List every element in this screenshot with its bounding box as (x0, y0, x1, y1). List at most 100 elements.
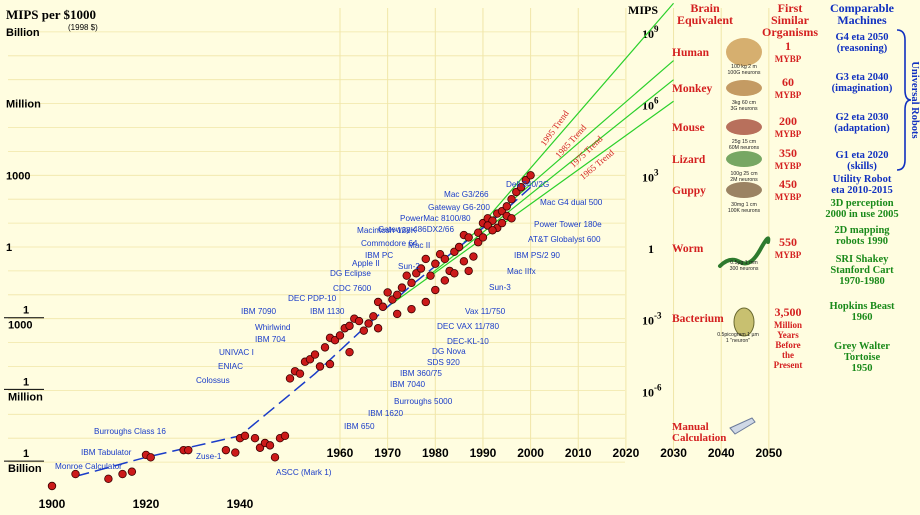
data-point (146, 453, 155, 462)
organism-illustration (726, 80, 762, 96)
data-point (497, 218, 507, 228)
trend-line (425, 79, 674, 279)
y-tick-numerator: 1 (23, 376, 29, 388)
manual-label: Manual (672, 421, 709, 433)
robot-milestone: 1950 (852, 363, 873, 374)
data-point (378, 302, 388, 311)
organism-note: 100g 25 cm (730, 171, 757, 177)
x-tick-label: 1900 (39, 497, 66, 510)
y-tick-numerator: 1 (23, 305, 29, 317)
machine-label: Zuse-1 (196, 452, 222, 461)
data-point (295, 369, 305, 378)
data-point (369, 312, 378, 321)
robot-milestone: 1970-1980 (839, 276, 885, 287)
machine-label: Sun-3 (489, 283, 511, 292)
machine-label: Burroughs Class 16 (94, 427, 166, 436)
robot-generation: G3 eta 2040 (835, 72, 888, 83)
x-tick-label: 2050 (755, 446, 782, 460)
manual-label: Calculation (672, 432, 726, 444)
data-point (104, 474, 113, 484)
organism-illustration (726, 38, 762, 66)
machine-label: Mac IIfx (507, 267, 536, 276)
data-point (315, 362, 325, 371)
data-point (240, 431, 250, 441)
data-point (416, 264, 426, 273)
robot-milestone: Tortoise (844, 352, 881, 363)
data-point (464, 266, 473, 276)
organism-note: 60M neurons (729, 145, 760, 151)
organism-name: Worm (672, 243, 704, 255)
data-point (280, 431, 290, 441)
organism-name: Lizard (672, 154, 706, 166)
data-point (431, 259, 440, 268)
machine-label: Mac G4 dual 500 (540, 198, 603, 207)
data-point (373, 324, 383, 333)
data-point (478, 233, 488, 242)
machine-label: Gateway-486DX2/66 (378, 225, 454, 234)
right-tick-label: 103 (642, 167, 659, 184)
data-point (507, 194, 516, 204)
data-point (359, 326, 369, 335)
organism-note: 0.5picogram 1 µm (717, 332, 759, 338)
machine-label: Macintosh-128K (357, 226, 417, 235)
brain-equivalent-header: Equivalent (677, 13, 733, 27)
trend-line (482, 2, 675, 224)
data-point (310, 350, 320, 359)
x-tick-label: 1940 (227, 497, 254, 510)
machine-label: ENIAC (218, 362, 243, 371)
organism-mybp: 1 (785, 39, 791, 53)
data-point (469, 252, 478, 261)
data-point (426, 271, 435, 280)
x-tick-label: 1980 (422, 446, 449, 460)
organism-note: 2M neurons (730, 177, 758, 183)
data-point (325, 359, 335, 369)
machine-label: SDS 920 (427, 358, 460, 367)
data-point (421, 297, 430, 307)
organism-note: 3G neurons (730, 106, 758, 112)
data-point (450, 269, 459, 278)
data-point (364, 319, 373, 328)
machine-label: Whirlwind (255, 323, 291, 332)
machine-label: UNIVAC I (219, 348, 254, 357)
organism-note: 300 neurons (730, 266, 759, 272)
robot-milestone: SRI Shakey (836, 254, 890, 265)
organism-note: 3kg 60 cm (732, 100, 756, 106)
machine-label: PowerMac 8100/80 (400, 214, 471, 223)
x-tick-label: 2000 (517, 446, 544, 460)
data-point (502, 202, 511, 211)
organism-unit: MYBP (775, 161, 802, 171)
organism-note: 0.5µg 1 mm (730, 260, 758, 266)
data-point (231, 448, 240, 457)
organism-unit: MYBP (775, 192, 802, 202)
robot-milestone: eta 2010-2015 (831, 185, 893, 196)
machine-label: ASCC (Mark 1) (276, 468, 332, 477)
data-point (392, 290, 402, 299)
machine-label: IBM PC (365, 251, 393, 260)
y-tick-label: Billion (6, 27, 40, 39)
organism-name: Bacterium (672, 313, 724, 325)
hand-writing-illustration (729, 417, 756, 435)
y-tick-denominator: Million (8, 391, 43, 403)
machine-label: DG Eclipse (330, 269, 371, 278)
robot-milestone: Grey Walter (834, 341, 890, 352)
data-point (383, 288, 392, 297)
machine-label: DEC VAX 11/780 (437, 322, 499, 331)
data-point (459, 257, 469, 266)
robot-milestone: Stanford Cart (830, 265, 894, 276)
robot-generation: G4 eta 2050 (835, 32, 888, 43)
organism-name: Guppy (672, 185, 706, 197)
organism-note: 25g 15 cm (732, 139, 756, 145)
robot-milestone: 3D perception (830, 198, 893, 209)
data-point (265, 441, 275, 450)
organisms-header: Similar (771, 13, 810, 27)
machine-label: IBM 650 (344, 422, 375, 431)
data-point (250, 434, 260, 443)
organism-unit: the (782, 350, 794, 360)
machine-label: Sun-2 (398, 262, 420, 271)
organism-note: 100 kg 2 m (731, 64, 757, 70)
machine-label: IBM 1620 (368, 409, 403, 418)
machine-label: DEC PDP-10 (288, 294, 337, 303)
organism-unit: MYBP (775, 90, 802, 100)
data-point (516, 183, 526, 192)
